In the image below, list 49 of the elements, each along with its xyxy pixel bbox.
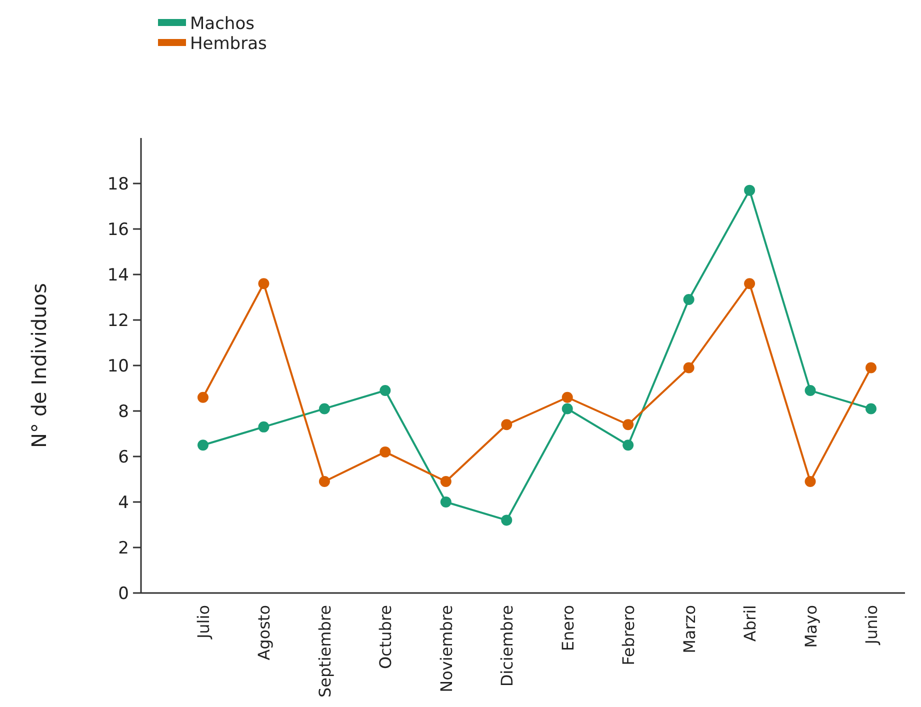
x-tick-label: Marzo [680,605,699,654]
point [440,496,452,508]
point [622,419,634,430]
point [804,385,816,396]
x-tick-label: Septiembre [315,605,334,698]
point [683,294,694,306]
point [258,278,270,290]
x-tick-label: Junio [862,605,881,646]
point [198,440,208,451]
point [622,440,634,451]
point [318,403,330,414]
y-tick-label: 16 [107,220,129,240]
point [440,476,452,488]
x-tick-label: Diciembre [498,605,517,687]
y-axis-title: N° de Individuos [27,283,51,448]
point [744,278,756,290]
point [501,419,512,430]
point [501,514,512,526]
point [804,476,816,488]
point [866,362,876,374]
x-tick-label: Julio [194,605,213,640]
legend-label: Machos [190,14,255,34]
point [744,184,756,196]
y-tick-label: 2 [118,538,129,558]
point [258,421,270,432]
y-tick-label: 12 [107,310,129,331]
y-tick-label: 6 [118,447,129,468]
point [380,385,391,396]
point [562,392,573,403]
point [562,403,573,414]
x-tick-label: Octubre [376,605,396,670]
legend-label: Hembras [190,34,267,54]
y-tick-label: 0 [118,584,129,604]
y-tick-label: 14 [107,265,129,286]
x-tick-label: Noviembre [436,605,456,692]
x-tick-label: Mayo [801,605,820,648]
point [318,476,330,488]
x-tick-label: Enero [558,605,578,652]
x-tick-label: Agosto [254,605,274,660]
y-tick-label: 4 [118,492,129,513]
x-tick-label: Abril [740,605,760,642]
y-tick-label: 10 [107,356,129,376]
point [866,403,876,414]
point [380,446,391,458]
x-tick-label: Febrero [619,605,638,666]
y-tick-label: 18 [107,174,129,194]
point [198,392,208,403]
y-tick-label: 8 [118,402,129,422]
point [683,362,694,374]
